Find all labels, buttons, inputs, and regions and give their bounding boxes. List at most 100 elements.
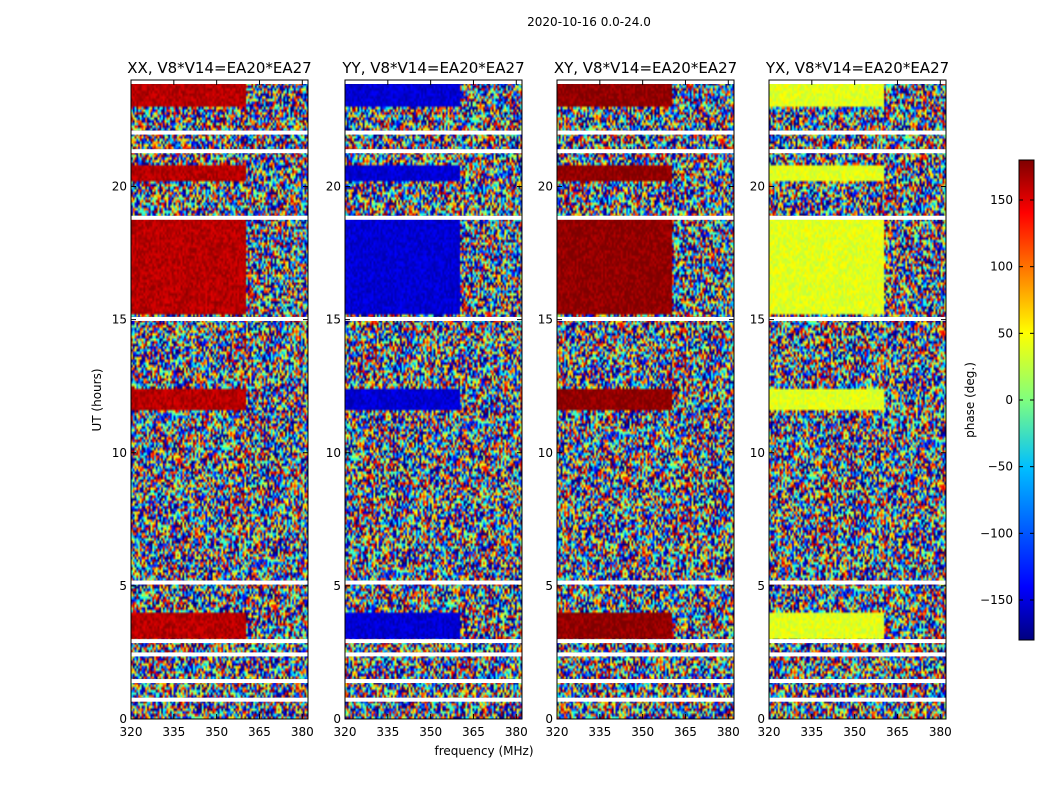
colorbar-tick-label: −150 [980,593,1013,607]
flagged-row [557,580,734,585]
y-tick-label: 15 [750,313,765,327]
flagged-row [131,215,308,220]
x-tick-label: 335 [800,725,823,739]
panel-title: XX, V8*V14=EA20*EA27 [127,59,311,77]
y-tick-label: 5 [119,579,127,593]
x-tick-label: 380 [291,725,314,739]
flagged-row [557,80,734,84]
x-tick-label: 365 [462,725,485,739]
x-axis-label: frequency (MHz) [434,744,533,758]
x-tick-label: 320 [120,725,143,739]
flagged-row [769,580,946,585]
flagged-row [769,639,946,644]
flagged-row [557,215,734,220]
flagged-row [131,149,308,154]
flagged-row [769,316,946,321]
y-tick-label: 20 [750,180,765,194]
flagged-row [345,580,522,585]
panel-0: XX, V8*V14=EA20*EA27 320 335 350 365 380 0 5 10 1… [112,59,314,739]
flagged-row [131,316,308,321]
y-tick-label: 0 [545,712,553,726]
colorbar-tick-label: 0 [1005,393,1013,407]
flagged-row [345,316,522,321]
y-tick-label: 5 [333,579,341,593]
y-tick-label: 15 [326,313,341,327]
x-tick-label: 365 [248,725,271,739]
flagged-row [769,652,946,657]
x-tick-label: 350 [631,725,654,739]
flagged-row [769,215,946,220]
x-tick-label: 350 [419,725,442,739]
flagged-row [557,679,734,684]
flagged-row [345,80,522,84]
x-tick-label: 335 [376,725,399,739]
flagged-row [345,679,522,684]
colorbar-tick-label: 100 [990,260,1013,274]
flagged-row [131,130,308,135]
panel-frame [344,79,523,720]
panel-title: YX, V8*V14=EA20*EA27 [765,59,949,77]
flagged-row [769,130,946,135]
panel-1: YY, V8*V14=EA20*EA27 320 335 350 365 380 0 5 10 1… [326,59,528,739]
colorbar-ticks: 150 100 50 0 −50 −100 −150 [980,193,1034,607]
phase-heatmap [131,80,308,719]
panel-3: YX, V8*V14=EA20*EA27 320 335 350 365 380 0 5 10 1… [750,59,952,739]
flagged-row [557,652,734,657]
flagged-row [345,130,522,135]
panel-frame [556,79,735,720]
figure-title: 2020-10-16 0.0-24.0 [527,15,651,29]
flagged-row [345,215,522,220]
y-tick-label: 0 [119,712,127,726]
phase-heatmap [769,80,946,719]
flagged-row [769,679,946,684]
y-axis-label: UT (hours) [90,368,104,431]
panel-title: XY, V8*V14=EA20*EA27 [554,59,737,77]
x-tick-label: 365 [674,725,697,739]
panel-frame [768,79,947,720]
flagged-row [345,697,522,702]
y-tick-label: 15 [112,313,127,327]
flagged-row [769,149,946,154]
colorbar: 150 100 50 0 −50 −100 −150 phase (deg.) [963,159,1035,641]
flagged-row [131,639,308,644]
phase-heatmap [345,80,522,719]
y-tick-label: 0 [757,712,765,726]
flagged-row [131,679,308,684]
colorbar-label: phase (deg.) [963,362,977,438]
x-tick-label: 365 [886,725,909,739]
flagged-row [557,639,734,644]
colorbar-tick-label: 150 [990,193,1013,207]
phase-heatmap [557,80,734,719]
panel-2: XY, V8*V14=EA20*EA27 320 335 350 365 380 0 5 10 1… [538,59,740,739]
y-tick-label: 10 [538,446,553,460]
flagged-row [131,697,308,702]
panel-title: YY, V8*V14=EA20*EA27 [341,59,524,77]
y-tick-label: 20 [538,180,553,194]
x-tick-label: 335 [588,725,611,739]
x-tick-label: 380 [717,725,740,739]
flagged-row [131,580,308,585]
x-tick-label: 320 [758,725,781,739]
flagged-row [345,639,522,644]
colorbar-tick-label: 50 [998,326,1013,340]
y-tick-label: 5 [545,579,553,593]
y-tick-label: 10 [112,446,127,460]
flagged-row [131,652,308,657]
y-tick-label: 0 [333,712,341,726]
flagged-row [769,80,946,84]
y-tick-label: 20 [326,180,341,194]
flagged-row [557,697,734,702]
x-tick-label: 380 [505,725,528,739]
y-tick-label: 20 [112,180,127,194]
x-tick-label: 350 [205,725,228,739]
flagged-row [345,149,522,154]
flagged-row [557,130,734,135]
colorbar-tick-label: −100 [980,526,1013,540]
flagged-row [769,697,946,702]
y-tick-label: 5 [757,579,765,593]
x-tick-label: 335 [162,725,185,739]
x-tick-label: 350 [843,725,866,739]
flagged-row [557,316,734,321]
y-tick-label: 15 [538,313,553,327]
